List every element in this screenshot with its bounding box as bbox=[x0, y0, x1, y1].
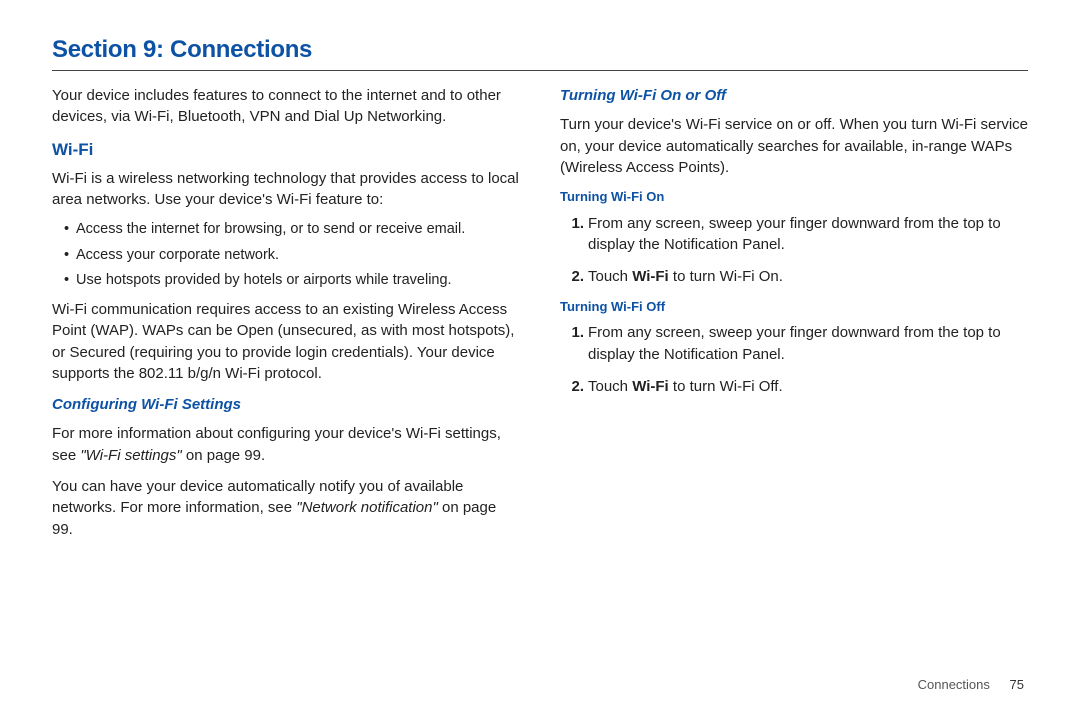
list-item: From any screen, sweep your finger downw… bbox=[588, 213, 1028, 257]
wifi-heading: Wi-Fi bbox=[52, 138, 520, 162]
list-item: Access your corporate network. bbox=[64, 246, 520, 266]
list-item: From any screen, sweep your finger downw… bbox=[588, 322, 1028, 366]
list-item: Access the internet for browsing, or to … bbox=[64, 220, 520, 240]
wifi-intro-paragraph: Wi-Fi is a wireless networking technolog… bbox=[52, 168, 520, 211]
config-paragraph-2: You can have your device automatically n… bbox=[52, 476, 520, 540]
turning-on-heading: Turning Wi-Fi On bbox=[560, 188, 1028, 206]
list-item: Touch Wi-Fi to turn Wi-Fi Off. bbox=[588, 376, 1028, 398]
content-columns: Your device includes features to connect… bbox=[52, 85, 1028, 550]
text-run: Touch bbox=[588, 268, 632, 285]
page-footer: Connections 75 bbox=[918, 677, 1024, 692]
list-item: Use hotspots provided by hotels or airpo… bbox=[64, 271, 520, 291]
list-item: Touch Wi-Fi to turn Wi-Fi On. bbox=[588, 266, 1028, 288]
configuring-heading: Configuring Wi-Fi Settings bbox=[52, 394, 520, 415]
section-rule bbox=[52, 70, 1028, 71]
right-column: Turning Wi-Fi On or Off Turn your device… bbox=[560, 85, 1028, 550]
text-run: to turn Wi-Fi Off. bbox=[669, 378, 783, 395]
cross-reference: "Wi-Fi settings" bbox=[80, 447, 181, 464]
page-number: 75 bbox=[1010, 677, 1024, 692]
turning-off-heading: Turning Wi-Fi Off bbox=[560, 298, 1028, 316]
turning-wifi-heading: Turning Wi-Fi On or Off bbox=[560, 85, 1028, 106]
cross-reference: "Network notification" bbox=[296, 499, 438, 516]
bold-term: Wi-Fi bbox=[632, 268, 669, 285]
turning-on-steps: From any screen, sweep your finger downw… bbox=[560, 213, 1028, 288]
toggle-intro-paragraph: Turn your device's Wi-Fi service on or o… bbox=[560, 114, 1028, 178]
text-run: Touch bbox=[588, 378, 632, 395]
config-paragraph-1: For more information about configuring y… bbox=[52, 423, 520, 466]
text-run: to turn Wi-Fi On. bbox=[669, 268, 783, 285]
section-title: Section 9: Connections bbox=[52, 36, 1028, 64]
turning-off-steps: From any screen, sweep your finger downw… bbox=[560, 322, 1028, 397]
bold-term: Wi-Fi bbox=[632, 378, 669, 395]
left-column: Your device includes features to connect… bbox=[52, 85, 520, 550]
footer-section-label: Connections bbox=[918, 677, 990, 692]
wifi-wap-paragraph: Wi-Fi communication requires access to a… bbox=[52, 299, 520, 384]
wifi-feature-list: Access the internet for browsing, or to … bbox=[52, 220, 520, 291]
text-run: on page 99. bbox=[182, 447, 265, 464]
intro-paragraph: Your device includes features to connect… bbox=[52, 85, 520, 128]
manual-page: Section 9: Connections Your device inclu… bbox=[0, 0, 1080, 720]
